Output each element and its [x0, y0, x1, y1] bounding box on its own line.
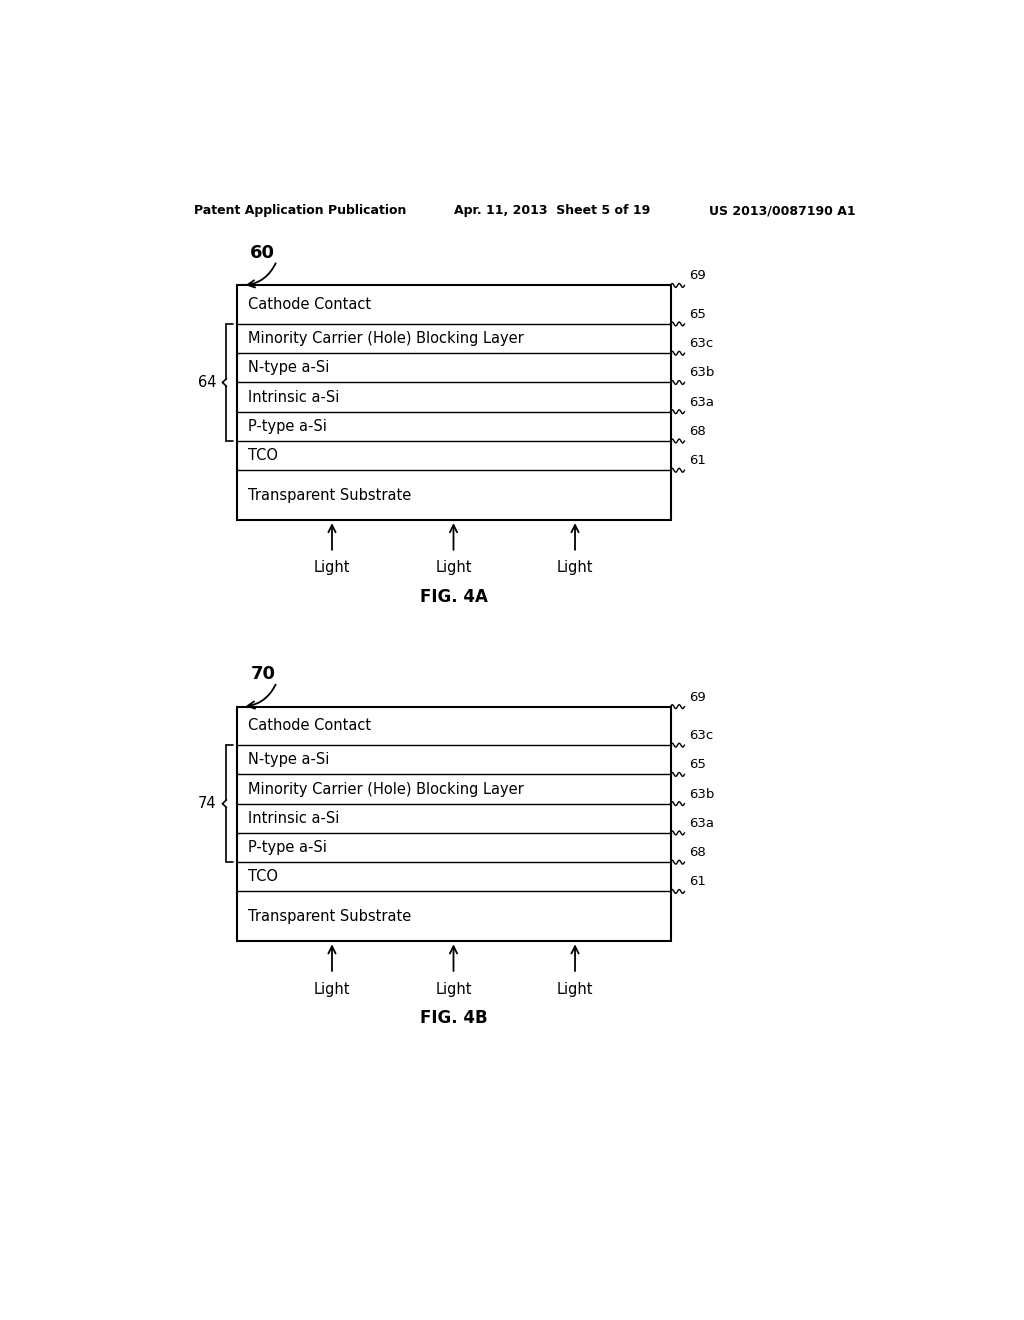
Text: Patent Application Publication: Patent Application Publication [194, 205, 407, 218]
Text: Cathode Contact: Cathode Contact [248, 297, 372, 313]
Text: N-type a-Si: N-type a-Si [248, 752, 330, 767]
Text: 74: 74 [198, 796, 216, 812]
Text: P-type a-Si: P-type a-Si [248, 418, 327, 434]
Text: Light: Light [435, 561, 472, 576]
Text: Light: Light [313, 982, 350, 997]
Text: 69: 69 [689, 690, 706, 704]
Text: Intrinsic a-Si: Intrinsic a-Si [248, 810, 340, 826]
Text: FIG. 4A: FIG. 4A [420, 589, 487, 606]
Text: 70: 70 [250, 665, 275, 684]
Text: Light: Light [557, 561, 593, 576]
Text: 60: 60 [250, 244, 275, 263]
Bar [237, 706, 671, 941]
Text: Cathode Contact: Cathode Contact [248, 718, 372, 734]
Text: TCO: TCO [248, 870, 279, 884]
Text: 65: 65 [689, 758, 706, 771]
Text: 63b: 63b [689, 367, 715, 379]
Text: 63a: 63a [689, 396, 714, 409]
Text: 65: 65 [689, 308, 706, 321]
Text: Minority Carrier (Hole) Blocking Layer: Minority Carrier (Hole) Blocking Layer [248, 331, 524, 346]
Text: Transparent Substrate: Transparent Substrate [248, 488, 412, 503]
Text: P-type a-Si: P-type a-Si [248, 840, 327, 855]
Text: 63b: 63b [689, 788, 715, 800]
Text: N-type a-Si: N-type a-Si [248, 360, 330, 375]
Text: 61: 61 [689, 875, 706, 888]
Text: Light: Light [435, 982, 472, 997]
Text: 63a: 63a [689, 817, 714, 830]
Text: 69: 69 [689, 269, 706, 282]
Text: 63c: 63c [689, 729, 714, 742]
Text: FIG. 4B: FIG. 4B [420, 1010, 487, 1027]
Text: 61: 61 [689, 454, 706, 467]
Text: Light: Light [557, 982, 593, 997]
Text: Transparent Substrate: Transparent Substrate [248, 909, 412, 924]
Text: Light: Light [313, 561, 350, 576]
Text: US 2013/0087190 A1: US 2013/0087190 A1 [710, 205, 856, 218]
Bar [237, 285, 671, 520]
Text: TCO: TCO [248, 447, 279, 463]
Text: 64: 64 [198, 375, 216, 389]
Text: 68: 68 [689, 425, 706, 438]
Text: Apr. 11, 2013  Sheet 5 of 19: Apr. 11, 2013 Sheet 5 of 19 [454, 205, 650, 218]
Text: Intrinsic a-Si: Intrinsic a-Si [248, 389, 340, 405]
Text: 63c: 63c [689, 337, 714, 350]
Text: 68: 68 [689, 846, 706, 859]
Text: Minority Carrier (Hole) Blocking Layer: Minority Carrier (Hole) Blocking Layer [248, 781, 524, 796]
